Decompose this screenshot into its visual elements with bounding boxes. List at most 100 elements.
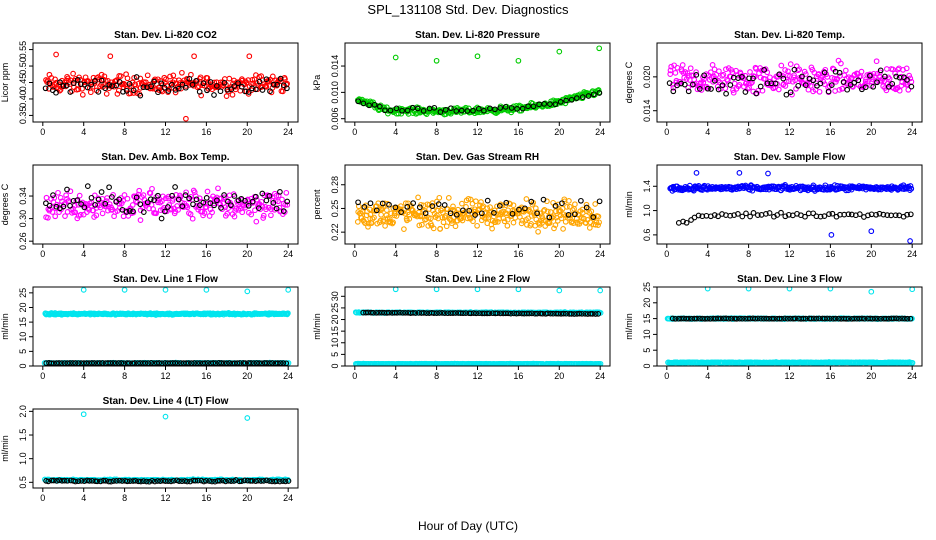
- data-point: [217, 477, 223, 484]
- data-point: [240, 360, 247, 366]
- panel-title: Stan. Dev. Line 1 Flow: [113, 274, 218, 285]
- data-point: [194, 360, 201, 366]
- data-point: [266, 478, 273, 484]
- outlier-point: [191, 53, 197, 60]
- data-point: [739, 74, 745, 80]
- data-point: [764, 80, 771, 87]
- data-point: [739, 315, 746, 322]
- data-point: [224, 87, 231, 93]
- y-tick-label: 0.006: [330, 107, 340, 130]
- data-point: [373, 309, 380, 316]
- data-point: [499, 202, 506, 209]
- data-point: [88, 81, 95, 88]
- data-point: [53, 478, 60, 484]
- data-point: [530, 103, 537, 110]
- y-tick-label: 1.0: [18, 452, 28, 465]
- data-point: [447, 210, 454, 217]
- data-point: [880, 211, 887, 218]
- x-tick-label: 24: [283, 371, 293, 381]
- data-point: [474, 222, 480, 229]
- data-point: [830, 315, 836, 322]
- data-point: [532, 310, 538, 317]
- data-point: [470, 310, 477, 316]
- data-point: [484, 310, 490, 317]
- x-tick-label: 4: [393, 127, 398, 137]
- outlier-point: [907, 238, 913, 244]
- data-point: [772, 80, 779, 87]
- data-point: [669, 315, 676, 322]
- data-point: [805, 210, 812, 217]
- data-point: [362, 220, 368, 226]
- y-tick-label: 1.5: [18, 429, 28, 442]
- data-point: [48, 477, 55, 484]
- x-tick-label: 0: [40, 493, 45, 503]
- y-tick-label: 15: [330, 326, 340, 336]
- y-axis-label: degrees C: [0, 183, 10, 225]
- y-tick-label: 10: [18, 332, 28, 342]
- y-tick-label: 0.34: [18, 187, 28, 205]
- data-point: [215, 185, 221, 192]
- data-point: [184, 478, 191, 485]
- data-point: [142, 360, 149, 366]
- data-point: [155, 192, 161, 199]
- y-tick-label: 0: [642, 363, 652, 368]
- data-point: [893, 315, 900, 322]
- data-point: [268, 212, 274, 219]
- data-point: [889, 80, 896, 87]
- data-point: [679, 62, 686, 68]
- data-point: [427, 215, 434, 222]
- data-point: [399, 107, 405, 114]
- data-point: [62, 213, 68, 219]
- y-tick-label: 0.35: [18, 107, 28, 125]
- data-point: [178, 360, 184, 366]
- data-point: [284, 85, 290, 92]
- points: [664, 287, 916, 366]
- panel-4: Stan. Dev. Amb. Box Temp.degrees C0 4 8 12 1…: [0, 152, 299, 259]
- data-point: [285, 478, 292, 484]
- data-point: [481, 107, 487, 114]
- data-point: [184, 204, 191, 211]
- data-point: [484, 205, 491, 212]
- data-point: [116, 79, 123, 85]
- data-point: [228, 202, 234, 209]
- data-point: [259, 87, 266, 93]
- data-point: [229, 91, 236, 98]
- data-point: [404, 107, 411, 114]
- data-point: [362, 202, 369, 209]
- series-2: [666, 66, 915, 98]
- data-point: [563, 310, 570, 317]
- data-point: [431, 104, 438, 111]
- data-point: [156, 360, 163, 366]
- data-point: [730, 89, 737, 96]
- data-point: [102, 77, 109, 84]
- x-tick-label: 8: [434, 249, 439, 259]
- data-point: [95, 196, 102, 203]
- y-tick-label: 15: [18, 317, 28, 327]
- data-point: [211, 202, 217, 209]
- data-point: [231, 193, 238, 199]
- data-point: [507, 310, 514, 317]
- data-point: [123, 209, 130, 215]
- x-tick-label: 4: [81, 371, 86, 381]
- y-axis-label: ml/min: [0, 435, 10, 462]
- data-point: [110, 478, 117, 484]
- data-point: [459, 217, 466, 224]
- data-point: [579, 310, 585, 317]
- x-tick-label: 24: [595, 371, 605, 381]
- data-point: [137, 217, 144, 223]
- data-point: [416, 222, 423, 229]
- data-point: [717, 315, 724, 322]
- y-axis-label: ml/min: [624, 313, 634, 340]
- data-point: [197, 360, 203, 366]
- data-point: [685, 84, 692, 91]
- data-point: [472, 198, 479, 205]
- data-point: [763, 211, 769, 217]
- data-point: [736, 81, 743, 88]
- data-point: [84, 183, 91, 189]
- data-point: [766, 210, 773, 216]
- data-point: [99, 210, 106, 217]
- y-tick-label: 20: [18, 302, 28, 312]
- data-point: [473, 310, 480, 317]
- figure-title: SPL_131108 Std. Dev. Diagnostics: [367, 2, 569, 17]
